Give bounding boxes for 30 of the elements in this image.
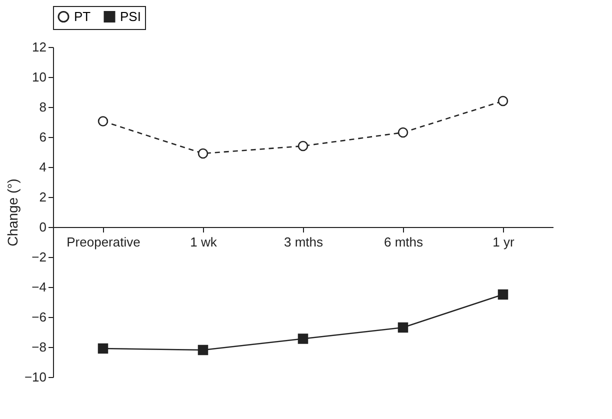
point: [398, 322, 408, 333]
y-tick-label: −6: [32, 310, 46, 324]
y-axis-title: Change (°): [4, 178, 20, 246]
x-tick-label: 1 wk: [190, 234, 218, 250]
y-tick-label: −8: [32, 340, 46, 354]
y-tick-label: 8: [39, 100, 46, 114]
point: [298, 140, 308, 152]
y-tick-label: 6: [39, 130, 46, 144]
y-tick-label: −2: [32, 250, 46, 264]
y-tick-label: 2: [39, 190, 46, 204]
point: [98, 343, 108, 354]
x-tick-label: Preoperative: [66, 234, 140, 250]
y-tick-label: 12: [32, 40, 46, 54]
point: [198, 344, 208, 356]
x-tick-label: 1 yr: [492, 234, 516, 250]
y-tick-label: −4: [32, 280, 46, 294]
x-tick-label: 3 mths: [284, 234, 324, 250]
point: [498, 289, 508, 300]
point: [398, 127, 408, 138]
y-tick-label: 0: [39, 220, 46, 234]
y-tick-label: −10: [24, 370, 46, 384]
point: [98, 116, 108, 126]
x-tick-label: 6 mths: [384, 234, 424, 250]
point: [198, 148, 208, 159]
y-tick-label: 10: [32, 70, 46, 84]
point: [298, 334, 308, 344]
legend-label: PSI: [120, 8, 141, 24]
point: [498, 96, 508, 106]
y-tick-label: 4: [39, 160, 46, 174]
legend-label: PT: [74, 8, 91, 24]
